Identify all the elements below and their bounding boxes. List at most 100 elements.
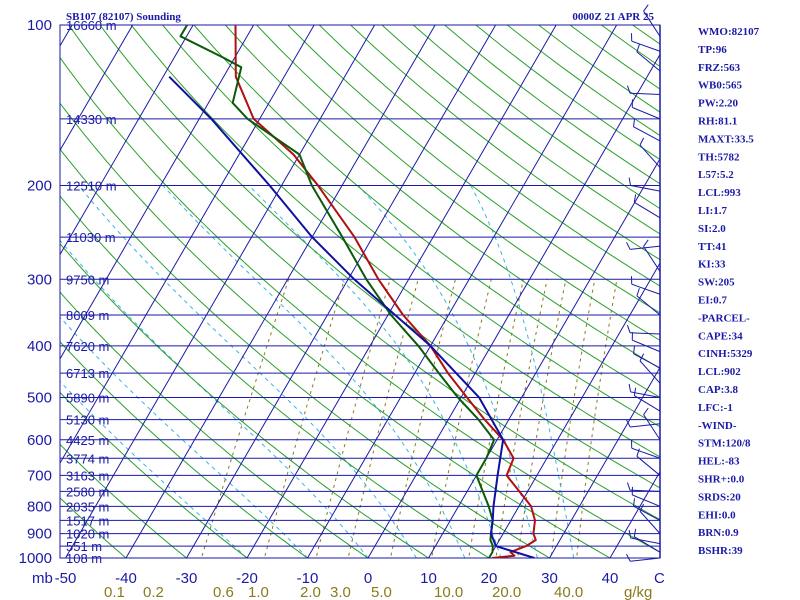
dry-adiabat (350, 25, 660, 261)
dry-adiabat (256, 25, 660, 341)
index-label: HEL:-83 (698, 456, 740, 468)
wind-barb-flag (626, 85, 631, 94)
wind-barb-flag (628, 383, 632, 392)
isotherm-line (246, 25, 557, 558)
index-label: TP:96 (698, 44, 727, 56)
stability-indices: WMO:82107 TP:96 FRZ:563 WB0:565 PW:2.20 RH:81… (698, 26, 760, 557)
isotherm-line (428, 157, 660, 558)
wind-barb (643, 414, 661, 441)
index-label: -PARCEL- (698, 312, 750, 324)
isotherm-line (60, 25, 255, 360)
index-label: TH:5782 (698, 151, 740, 163)
isobars (60, 25, 660, 558)
isotherm-line (549, 366, 660, 558)
temperature-unit-label: C (654, 570, 665, 587)
background-lines (0, 25, 660, 558)
wind-barb (630, 537, 661, 545)
wind-barb (634, 536, 661, 553)
dry-adiabat (287, 25, 660, 314)
dry-adiabat (68, 25, 660, 521)
pressure-tick-label: 900 (27, 526, 52, 543)
wind-barb (630, 332, 661, 335)
height-label: 14330 m (66, 112, 117, 127)
wind-barb (630, 489, 661, 492)
chart-time: 0000Z 21 APR 25 (572, 11, 654, 23)
index-label: CAP:3.8 (698, 384, 739, 396)
height-label: 8609 m (66, 308, 109, 323)
index-label: LCL:993 (698, 187, 741, 199)
wind-barb-flag (626, 482, 631, 491)
moist-adiabat (78, 185, 417, 558)
isotherm-line (0, 25, 12, 558)
wind-barb-flag (639, 137, 645, 146)
mixing-ratio-line (315, 279, 391, 558)
index-label: LI:1.7 (698, 205, 728, 217)
mixing-ratio-line (550, 279, 596, 558)
height-label: 2580 m (66, 484, 109, 499)
dry-adiabat (412, 25, 660, 210)
index-label: CINH:5329 (698, 348, 753, 360)
dry-adiabat (60, 497, 127, 558)
height-label: 12510 m (66, 178, 117, 193)
wind-barb (634, 201, 661, 219)
dry-adiabat (60, 443, 188, 558)
wind-barb (631, 283, 661, 295)
mixing-ratio-tick-label: 0.2 (143, 584, 164, 600)
parcel-line (168, 75, 535, 558)
height-label: 16660 m (66, 18, 117, 33)
mixing-ratio-tick-label: 0.6 (213, 584, 234, 600)
index-label: PW:2.20 (698, 98, 739, 110)
height-label: 6713 m (66, 366, 109, 381)
wind-barb-flag (639, 353, 645, 362)
wind-barb (630, 423, 661, 428)
wind-barb (633, 505, 661, 521)
index-label: EHI:0.0 (698, 509, 736, 521)
index-label: WMO:82107 (698, 26, 760, 38)
wind-barb-flag (636, 448, 640, 457)
moist-adiabat (248, 185, 502, 558)
index-label: SW:205 (698, 277, 735, 289)
temperature-tick-labels: mb -50 -40 -30 -20 -10 0 10 20 30 40 C (32, 570, 665, 587)
index-label: BRN:0.9 (698, 527, 739, 539)
index-label: WB0:565 (698, 80, 743, 92)
wind-barb (643, 246, 661, 272)
height-label: 9750 m (66, 272, 109, 287)
height-label: 3163 m (66, 468, 109, 483)
wind-barb (630, 557, 661, 562)
isotherm-line (186, 25, 497, 558)
isotherm-line (307, 25, 618, 558)
index-label: TT:41 (698, 241, 727, 253)
sounding-traces (168, 25, 537, 558)
index-label: LFC:-1 (698, 402, 733, 414)
wind-barb (633, 353, 661, 369)
mixing-ratio-line (495, 279, 548, 558)
temperature-tick-label: -10 (297, 570, 319, 587)
pressure-tick-label: 600 (27, 432, 52, 449)
wind-barb-flag (633, 194, 637, 203)
isotherm-line (367, 53, 660, 558)
mixing-ratio-line (389, 279, 456, 558)
index-label: RH:81.1 (698, 116, 737, 128)
wind-barb-flag (643, 239, 649, 247)
index-label: SRDS:20 (698, 491, 741, 503)
height-label: 3774 m (66, 451, 109, 466)
moist-adiabat (60, 239, 369, 558)
dry-adiabat (60, 242, 430, 558)
temperature-tick-label: 0 (364, 570, 372, 587)
dry-adiabats (60, 25, 660, 558)
wind-barb (630, 92, 661, 95)
moist-adiabat (60, 316, 308, 558)
pressure-tick-labels: 100 200 300 400 500 600 700 800 900 1000 (19, 17, 52, 567)
pressure-tick-label: 800 (27, 498, 52, 515)
isotherm-line (60, 25, 194, 256)
pressure-tick-label: 500 (27, 390, 52, 407)
wind-barb (631, 447, 661, 459)
wind-barb-flag (643, 4, 649, 12)
pressure-tick-label: 1000 (19, 550, 52, 567)
wind-barb-flag (626, 242, 631, 250)
temperature-tick-label: 30 (541, 570, 558, 587)
mixing-ratio-line (576, 279, 618, 558)
wind-barb (634, 395, 661, 412)
index-label: LCL:902 (698, 366, 741, 378)
wind-barb (636, 455, 661, 476)
